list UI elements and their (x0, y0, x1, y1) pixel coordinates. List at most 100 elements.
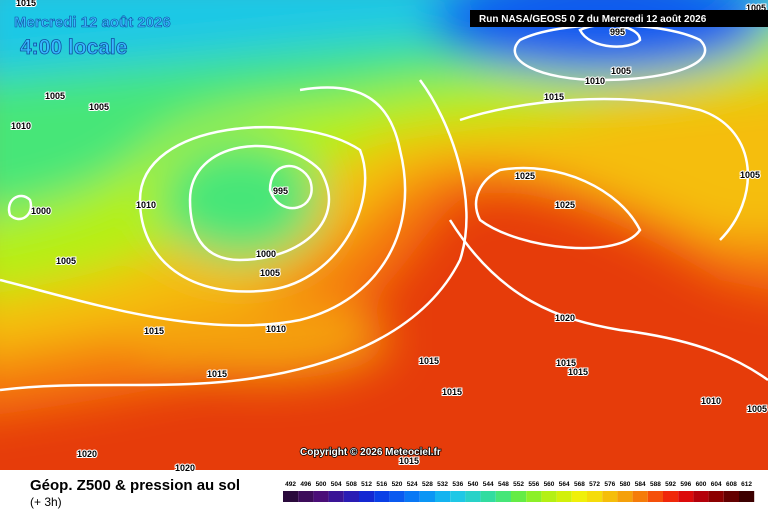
footer-step: (+ 3h) (30, 495, 62, 509)
isobar-label: 1000 (256, 249, 276, 259)
scale-label: 516 (376, 481, 387, 488)
scale-swatch (571, 491, 587, 502)
scale-label: 556 (528, 481, 539, 488)
isobar-label: 1010 (585, 76, 605, 86)
scale-swatch (647, 491, 663, 502)
isobar-label: 1005 (45, 91, 65, 101)
scale-swatch (556, 491, 572, 502)
scale-swatch (374, 491, 390, 502)
scale-label: 612 (741, 481, 752, 488)
scale-swatch (541, 491, 557, 502)
scale-swatch (435, 491, 451, 502)
isobar-labels: 1015 1005 1005 1010 1000 1005 1010 995 1000 1005 1… (10, 0, 768, 474)
isobar-label: 1015 (144, 326, 164, 336)
scale-label: 604 (711, 481, 722, 488)
scale-swatch (419, 491, 435, 502)
isobar-label: 1005 (56, 256, 76, 266)
date-label: Mercredi 12 août 2026 (14, 14, 171, 31)
scale-swatch (450, 491, 466, 502)
isobar-label: 1015 (419, 356, 439, 366)
scale-swatch (359, 491, 375, 502)
isobar-label: 1020 (77, 449, 97, 459)
scale-swatch (693, 491, 709, 502)
isobar-label: 1010 (136, 200, 156, 210)
scale-label: 496 (300, 481, 311, 488)
isobar-label: 1010 (266, 324, 286, 334)
scale-label: 608 (726, 481, 737, 488)
scale-label: 520 (392, 481, 403, 488)
isobar-label: 1025 (515, 171, 535, 181)
isobar-label: 1005 (611, 66, 631, 76)
scale-label: 548 (498, 481, 509, 488)
scale-label: 568 (574, 481, 585, 488)
scale-swatch (739, 491, 755, 502)
scale-label: 540 (468, 481, 479, 488)
scale-swatch (617, 491, 633, 502)
scale-swatch (328, 491, 344, 502)
scale-swatch (480, 491, 496, 502)
isobar-label: 1015 (556, 358, 576, 368)
scale-swatch (678, 491, 694, 502)
run-banner (470, 10, 768, 27)
scale-swatch (526, 491, 542, 502)
isobar-label: 1000 (31, 206, 51, 216)
scale-label: 596 (680, 481, 691, 488)
isobar-label: 1010 (11, 121, 31, 131)
isobar-label: 1005 (740, 170, 760, 180)
scale-swatch (723, 491, 739, 502)
scale-swatch (511, 491, 527, 502)
scale-swatch (283, 491, 299, 502)
isobar-label: 1015 (442, 387, 462, 397)
scale-label: 592 (665, 481, 676, 488)
isobar-label: 1015 (568, 367, 588, 377)
isobar-label: 1010 (701, 396, 721, 406)
color-scale: 492 496 500 504 508 512 516 520 524 528 532 536 540 5… (283, 481, 755, 502)
scale-swatch (602, 491, 618, 502)
scale-swatch (343, 491, 359, 502)
scale-swatch (389, 491, 405, 502)
time-label: 4:00 locale (20, 36, 127, 59)
scale-label: 512 (361, 481, 372, 488)
scale-label: 580 (620, 481, 631, 488)
run-info: Run NASA/GEOS5 0 Z du Mercredi 12 août 2… (479, 14, 707, 25)
scale-label: 560 (544, 481, 555, 488)
scale-label: 492 (285, 481, 296, 488)
isobar-label: 1025 (555, 200, 575, 210)
isobar-label: 1015 (399, 456, 419, 466)
scale-label: 576 (604, 481, 615, 488)
scale-swatch (465, 491, 481, 502)
scale-swatch (313, 491, 329, 502)
isobar-label: 1015 (16, 0, 36, 8)
scale-swatch (495, 491, 511, 502)
scale-label: 572 (589, 481, 600, 488)
isobar-label: 1005 (89, 102, 109, 112)
scale-label: 500 (316, 481, 327, 488)
scale-label: 584 (635, 481, 646, 488)
isobar-label: 1005 (260, 268, 280, 278)
scale-label: 544 (483, 481, 494, 488)
scale-label: 536 (452, 481, 463, 488)
isobar-label: 1015 (207, 369, 227, 379)
scale-swatch (298, 491, 314, 502)
footer-title: Géop. Z500 & pression au sol (30, 477, 240, 494)
scale-swatch (632, 491, 648, 502)
scale-label: 532 (437, 481, 448, 488)
isobar-label: 1005 (747, 404, 767, 414)
isobar-label: 1020 (555, 313, 575, 323)
isobar-label: 995 (610, 27, 625, 37)
scale-label: 508 (346, 481, 357, 488)
scale-swatch (587, 491, 603, 502)
scale-label: 552 (513, 481, 524, 488)
scale-swatch (663, 491, 679, 502)
scale-label: 504 (331, 481, 342, 488)
scale-swatch (708, 491, 724, 502)
scale-label: 524 (407, 481, 418, 488)
copyright: Copyright © 2026 Meteociel.fr (300, 447, 441, 458)
isobar-label: 1020 (175, 463, 195, 473)
isobar-label: 995 (273, 186, 288, 196)
isobar-label: 1015 (544, 92, 564, 102)
scale-label: 564 (559, 481, 570, 488)
scale-label: 600 (696, 481, 707, 488)
scale-label: 588 (650, 481, 661, 488)
